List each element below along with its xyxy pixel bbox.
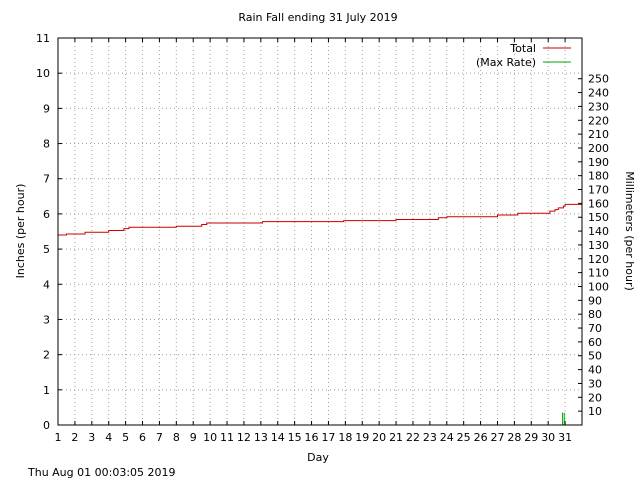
x-tick-label: 25 [457,431,471,444]
y-tick-label: 9 [43,102,50,115]
series-total-line [58,203,583,236]
x-tick-label: 17 [321,431,335,444]
y2-tick-label: 70 [588,322,602,335]
y2-tick-label: 180 [588,170,609,183]
y-ticks: 0 1 2 3 4 5 6 7 8 9 10 11 [36,32,62,432]
y2-tick-label: 240 [588,87,609,100]
x-tick-label: 24 [440,431,454,444]
y-tick-label: 7 [43,173,50,186]
y-axis-label: Inches (per hour) [14,184,27,279]
y2-tick-label: 190 [588,156,609,169]
y2-axis-label: Millimeters (per hour) [623,171,636,291]
y2-tick-label: 140 [588,225,609,238]
x-tick-label: 18 [338,431,352,444]
x-tick-label: 14 [271,431,285,444]
y2-tick-label: 230 [588,100,609,113]
y2-tick-label: 10 [588,405,602,418]
grid-lines [58,38,582,425]
y-tick-label: 2 [43,349,50,362]
y2-tick-label: 120 [588,253,609,266]
legend-label: (Max Rate) [476,56,536,69]
y2-tick-label: 220 [588,114,609,127]
x-tick-label: 28 [507,431,521,444]
y-tick-label: 1 [43,384,50,397]
y-tick-label: 4 [43,278,50,291]
y2-tick-label: 160 [588,197,609,210]
x-tick-label: 15 [288,431,302,444]
x-tick-label: 16 [305,431,319,444]
x-tick-label: 11 [220,431,234,444]
x-tick-label: 1 [55,431,62,444]
y2-tick-label: 200 [588,142,609,155]
x-tick-label: 31 [558,431,572,444]
x-ticks: 1 2 3 4 5 6 7 8 9 10 11 12 13 14 15 16 17 18 19 20 21 22 23 24 2… [55,38,572,444]
y2-tick-label: 170 [588,184,609,197]
x-tick-label: 23 [423,431,437,444]
x-tick-label: 22 [406,431,420,444]
x-tick-label: 21 [389,431,403,444]
x-tick-label: 6 [139,431,146,444]
legend: Total(Max Rate) [476,42,571,69]
x-tick-label: 5 [122,431,129,444]
y2-tick-label: 210 [588,128,609,141]
y-tick-label: 6 [43,208,50,221]
x-tick-label: 2 [71,431,78,444]
y2-tick-label: 100 [588,280,609,293]
y2-tick-label: 150 [588,211,609,224]
x-tick-label: 9 [190,431,197,444]
x-axis-label: Day [307,451,329,464]
x-tick-label: 19 [355,431,369,444]
y2-tick-label: 30 [588,377,602,390]
y2-tick-label: 60 [588,336,602,349]
x-tick-label: 13 [254,431,268,444]
y-tick-label: 0 [43,419,50,432]
y2-tick-label: 250 [588,73,609,86]
legend-label: Total [509,42,536,55]
x-tick-label: 4 [105,431,112,444]
y2-tick-label: 40 [588,364,602,377]
chart-title: Rain Fall ending 31 July 2019 [238,11,397,24]
y2-tick-label: 50 [588,350,602,363]
y-tick-label: 11 [36,32,50,45]
y-tick-label: 8 [43,138,50,151]
x-tick-label: 12 [237,431,251,444]
y2-tick-label: 80 [588,308,602,321]
x-tick-label: 10 [203,431,217,444]
x-tick-label: 7 [156,431,163,444]
footer-timestamp: Thu Aug 01 00:03:05 2019 [27,466,176,479]
y-tick-label: 10 [36,67,50,80]
x-tick-label: 30 [541,431,555,444]
series-layer [58,203,583,425]
y2-tick-label: 130 [588,239,609,252]
x-tick-label: 20 [372,431,386,444]
plot-frame [57,37,583,426]
y-tick-label: 5 [43,243,50,256]
x-tick-label: 3 [88,431,95,444]
x-tick-label: 29 [524,431,538,444]
x-tick-label: 26 [474,431,488,444]
y2-tick-label: 90 [588,294,602,307]
y2-ticks: 1020304050607080901001101201301401501601… [578,73,609,418]
y2-tick-label: 110 [588,267,609,280]
x-tick-label: 8 [173,431,180,444]
x-tick-label: 27 [490,431,504,444]
y2-tick-label: 20 [588,391,602,404]
y-tick-label: 3 [43,313,50,326]
